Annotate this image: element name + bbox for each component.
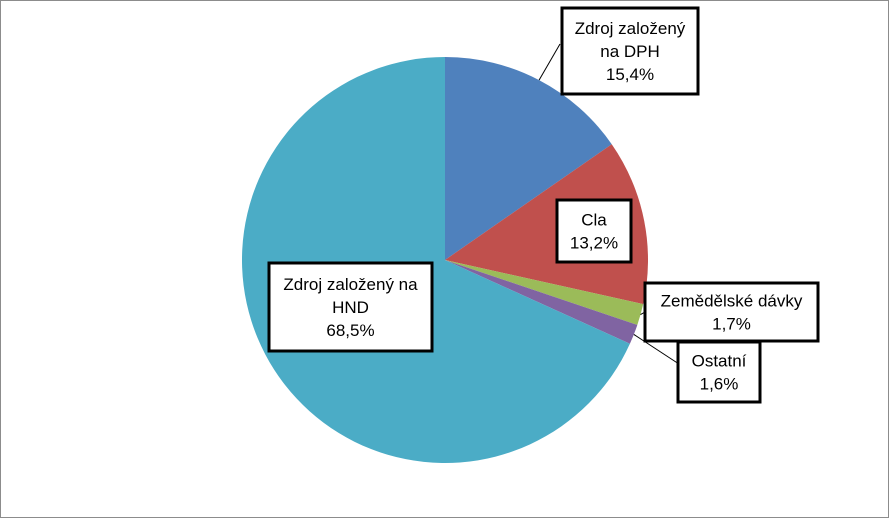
pie-slices: [241, 56, 648, 464]
data-label-line: 68,5%: [326, 321, 374, 340]
data-label-3: Ostatní 1,6%: [692, 352, 747, 394]
data-label-box-3: [676, 340, 762, 404]
data-label-line: HND: [332, 298, 369, 317]
data-label-box-0: [560, 6, 700, 96]
data-label-line: Zdroj založený na: [283, 275, 418, 294]
data-label-line: Cla: [581, 211, 607, 230]
data-label-2: Zemědělské dávky 1,7%: [661, 292, 803, 334]
data-label-1: Cla 13,2%: [570, 211, 618, 253]
data-label-4: Zdroj založený na HND 68,5%: [283, 275, 418, 340]
pie-slice-2: [445, 260, 644, 325]
pie-slice-0: [445, 57, 612, 260]
data-label-0: Zdroj založený na DPH 15,4%: [575, 19, 686, 84]
leader-line-3: [633, 334, 683, 367]
data-labels: Zdroj založený na DPH 15,4% Cla 13,2% Zeměděl…: [267, 6, 820, 404]
data-label-line: Zemědělské dávky: [661, 292, 803, 311]
data-label-box-1: [555, 198, 633, 264]
data-label-box-4: [267, 261, 434, 353]
data-label-line: 15,4%: [606, 65, 654, 84]
pie-slice-4: [241, 56, 630, 464]
data-label-line: Zdroj založený: [575, 19, 686, 38]
pie-slice-1: [445, 144, 648, 305]
data-label-line: na DPH: [600, 42, 660, 61]
data-label-line: 13,2%: [570, 234, 618, 253]
leader-line-0: [538, 43, 561, 81]
data-label-line: Ostatní: [692, 352, 747, 371]
data-label-line: 1,6%: [700, 375, 739, 394]
pie-slice-3: [445, 260, 638, 344]
data-label-line: 1,7%: [712, 315, 751, 334]
